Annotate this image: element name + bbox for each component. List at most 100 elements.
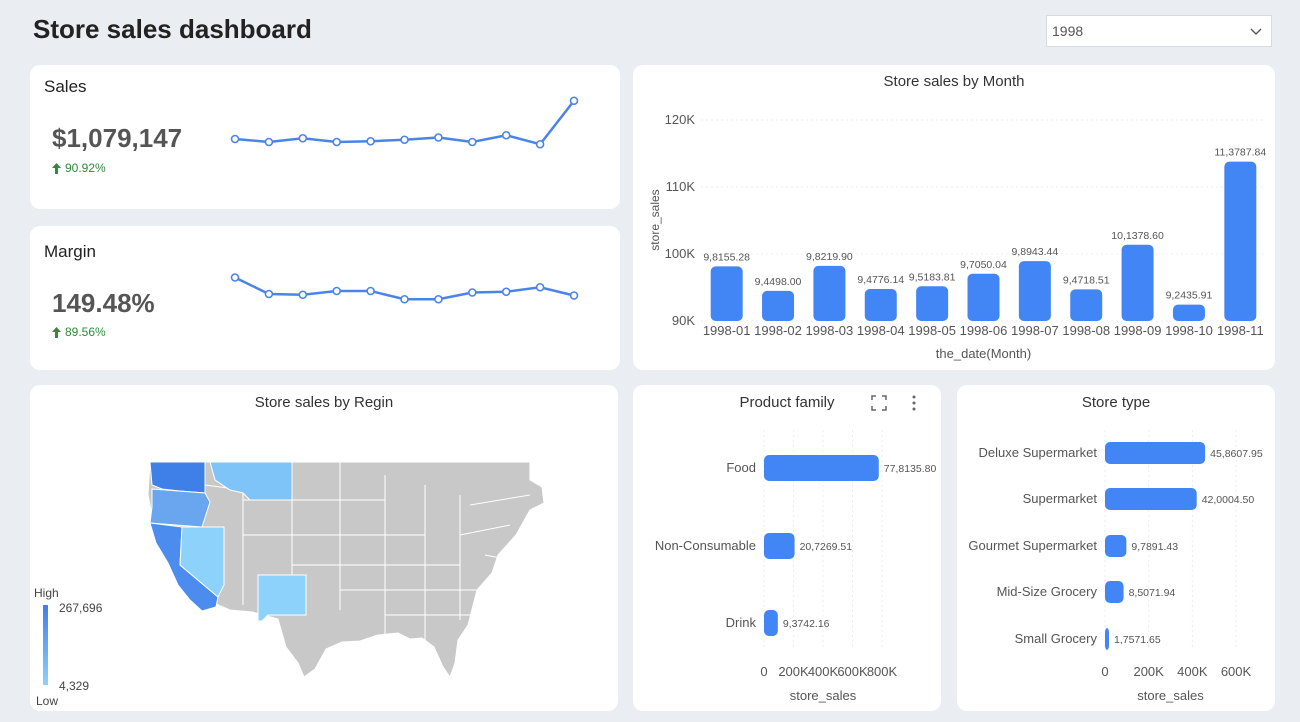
- bar-value-label: 8,5071.94: [1129, 587, 1176, 599]
- category-bar[interactable]: [764, 610, 778, 636]
- y-tick-label: 120K: [665, 112, 696, 127]
- store-type-chart: 0 200K 400K 600K Deluxe Supermarket 45,8607.9…: [968, 430, 1263, 703]
- category-label: Drink: [726, 615, 757, 630]
- category-bar[interactable]: [764, 455, 879, 481]
- category-bar[interactable]: [764, 533, 795, 559]
- sales-kpi-delta-value: 90.92%: [65, 161, 106, 175]
- month-bar-value-label: 9,4718.51: [1063, 274, 1110, 286]
- month-bar-value-label: 9,5183.81: [909, 271, 956, 283]
- sales-sparkline-point[interactable]: [298, 133, 308, 143]
- month-bar[interactable]: [1018, 261, 1051, 321]
- store-type-card: Store type 0 200K 400K 600K Deluxe Supermark…: [957, 385, 1275, 711]
- month-bar-value-label: 9,4498.00: [755, 276, 802, 288]
- legend-high-label: High: [34, 586, 59, 600]
- margin-sparkline-point[interactable]: [400, 294, 409, 304]
- month-bar[interactable]: [916, 286, 949, 321]
- category-bar[interactable]: [1105, 442, 1206, 464]
- x-tick-label: 200K: [778, 664, 809, 679]
- x-tick-label: 1998-11: [1217, 323, 1264, 338]
- month-bar[interactable]: [864, 288, 897, 321]
- x-tick-label: 600K: [1221, 664, 1252, 679]
- legend-max-value: 267,696: [59, 601, 103, 615]
- month-bar-value-label: 9,7050.04: [960, 259, 1007, 271]
- margin-sparkline-point[interactable]: [366, 286, 375, 296]
- year-select[interactable]: 1998: [1046, 15, 1272, 47]
- category-label: Supermarket: [1023, 491, 1098, 506]
- sales-sparkline-point[interactable]: [535, 139, 545, 149]
- bar-value-label: 1,7571.65: [1114, 634, 1161, 646]
- margin-sparkline-point[interactable]: [264, 289, 274, 299]
- monthly-sales-title: Store sales by Month: [883, 73, 1025, 90]
- category-label: Deluxe Supermarket: [979, 445, 1098, 460]
- month-bar-value-label: 9,2435.91: [1166, 290, 1213, 302]
- x-tick-label: 0: [1101, 664, 1108, 679]
- y-tick-label: 90K: [672, 313, 695, 328]
- bar-value-label: 77,8135.80: [884, 463, 937, 475]
- sales-sparkline-point[interactable]: [400, 135, 409, 145]
- us-map[interactable]: High 267,696 4,329 Low: [30, 385, 618, 711]
- margin-kpi-delta: 89.56%: [52, 325, 106, 339]
- month-bar[interactable]: [762, 290, 795, 321]
- margin-sparkline-point[interactable]: [569, 291, 579, 300]
- sales-sparkline-point[interactable]: [434, 133, 443, 142]
- x-tick-label: 1998-02: [754, 323, 802, 338]
- category-bar[interactable]: [1105, 535, 1127, 557]
- x-tick-label: 1998-01: [703, 323, 751, 338]
- margin-sparkline-point[interactable]: [230, 273, 240, 282]
- category-label: Gourmet Supermarket: [968, 538, 1097, 553]
- x-tick-label: 800K: [867, 664, 898, 679]
- x-tick-label: 1998-05: [908, 323, 956, 338]
- state-nevada[interactable]: [179, 526, 225, 598]
- month-bar[interactable]: [1070, 289, 1103, 321]
- month-bar-value-label: 10,1378.60: [1111, 230, 1164, 242]
- x-tick-label: 1998-04: [857, 323, 905, 338]
- more-options-icon[interactable]: [909, 394, 919, 412]
- month-bar[interactable]: [1121, 244, 1154, 321]
- sales-sparkline-point[interactable]: [230, 134, 240, 144]
- category-bar[interactable]: [1105, 628, 1109, 650]
- x-axis-label: store_sales: [790, 688, 857, 703]
- y-tick-label: 100K: [665, 246, 696, 261]
- margin-sparkline-point[interactable]: [298, 290, 308, 300]
- sales-kpi-value: $1,079,147: [52, 123, 183, 153]
- bar-value-label: 20,7269.51: [800, 541, 853, 553]
- state-montana[interactable]: [209, 461, 293, 501]
- category-label: Non-Consumable: [655, 538, 756, 553]
- sales-sparkline-point[interactable]: [501, 130, 511, 140]
- sales-sparkline-point[interactable]: [468, 137, 477, 147]
- sales-sparkline-point[interactable]: [332, 137, 341, 147]
- legend-low-label: Low: [36, 694, 58, 708]
- sales-sparkline-point[interactable]: [366, 136, 375, 146]
- sales-sparkline-point[interactable]: [264, 137, 274, 147]
- category-bar[interactable]: [1105, 488, 1197, 510]
- month-bar[interactable]: [967, 273, 1000, 321]
- x-tick-label: 200K: [1133, 664, 1164, 679]
- month-bar-value-label: 9,8943.44: [1012, 246, 1059, 258]
- product-family-title: Product family: [739, 394, 835, 411]
- category-label: Small Grocery: [1015, 631, 1098, 646]
- sales-kpi-delta: 90.92%: [52, 161, 106, 175]
- expand-icon[interactable]: [871, 395, 887, 411]
- bar-value-label: 9,7891.43: [1131, 541, 1178, 553]
- margin-sparkline-point[interactable]: [332, 286, 341, 296]
- product-family-chart: 0 200K 400K 600K 800K Food 77,8135.80 Non-Consu…: [655, 430, 937, 703]
- bar-value-label: 45,8607.95: [1210, 448, 1263, 460]
- month-bar-value-label: 11,3787.84: [1214, 147, 1266, 159]
- arrow-up-icon: [52, 326, 61, 338]
- margin-sparkline-point[interactable]: [501, 287, 511, 297]
- x-tick-label: 1998-03: [806, 323, 854, 338]
- sales-sparkline-point[interactable]: [569, 96, 579, 106]
- state-new-mexico[interactable]: [257, 574, 307, 622]
- store-type-title: Store type: [1081, 394, 1151, 411]
- bar-value-label: 42,0004.50: [1202, 494, 1255, 506]
- margin-sparkline-point[interactable]: [468, 288, 477, 297]
- category-label: Mid-Size Grocery: [997, 584, 1098, 599]
- month-bar[interactable]: [1224, 161, 1257, 321]
- margin-sparkline-point[interactable]: [434, 294, 443, 304]
- month-bar[interactable]: [1172, 304, 1205, 321]
- category-bar[interactable]: [1105, 581, 1124, 603]
- month-bar[interactable]: [710, 266, 743, 321]
- month-bar[interactable]: [813, 265, 846, 321]
- state-oregon[interactable]: [149, 488, 211, 528]
- margin-sparkline-point[interactable]: [535, 282, 545, 292]
